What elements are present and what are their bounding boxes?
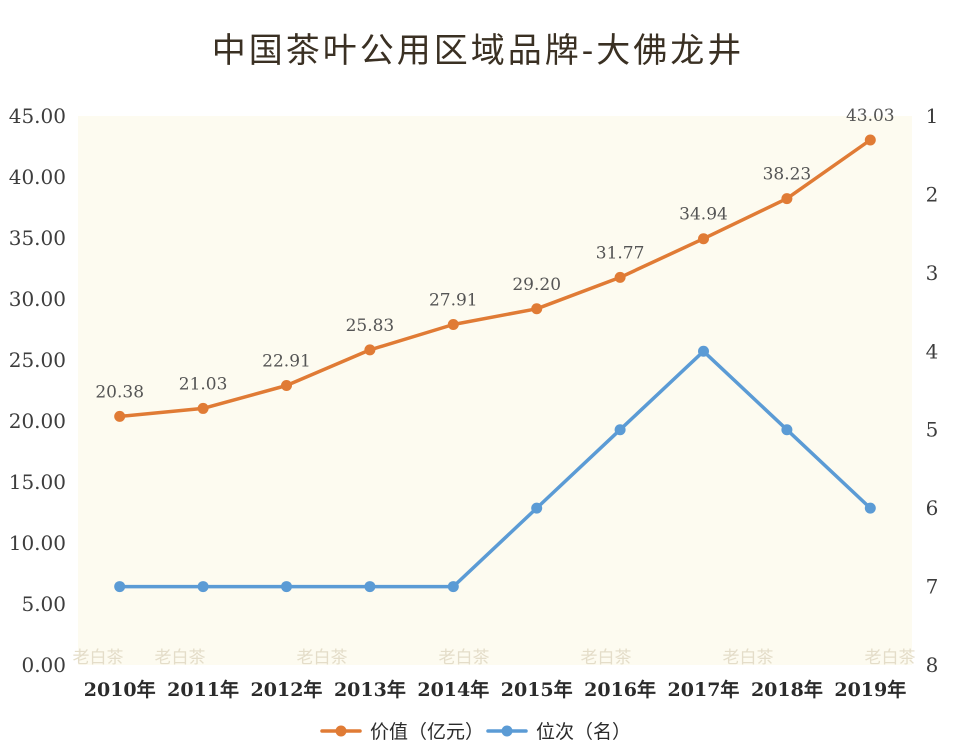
- series-point: [698, 345, 709, 357]
- legend-label: 位次（名）: [536, 721, 631, 743]
- series-point: [364, 344, 376, 356]
- y-left-tick-label: 15.00: [9, 470, 66, 494]
- series-point: [114, 410, 126, 422]
- series-point: [364, 581, 376, 593]
- y-right-tick-label: 4: [926, 339, 939, 363]
- watermark-text: 老白茶: [439, 648, 490, 668]
- y-left-tick-label: 30.00: [9, 287, 66, 311]
- legend-marker: [335, 725, 347, 737]
- y-left-tick-label: 45.00: [9, 104, 66, 128]
- series-line: [117, 138, 873, 419]
- x-tick-label: 2012年: [251, 678, 323, 701]
- series-point: [864, 502, 876, 514]
- series-point: [864, 134, 876, 146]
- series-point: [531, 303, 543, 315]
- legend-label: 价值（亿元）: [370, 721, 484, 743]
- series-point: [197, 581, 209, 593]
- watermark-text: 老白茶: [155, 648, 206, 668]
- y-left-tick-label: 35.00: [9, 226, 66, 250]
- series-point: [114, 581, 126, 593]
- y-left-tick-label: 10.00: [9, 531, 66, 555]
- series-point: [614, 271, 626, 283]
- series-point: [281, 379, 292, 391]
- y-left-tick-label: 40.00: [9, 165, 66, 189]
- x-tick-label: 2016年: [584, 678, 656, 701]
- series-point: [197, 402, 209, 414]
- data-label: 20.38: [95, 382, 144, 402]
- x-tick-label: 2010年: [84, 678, 156, 701]
- x-tick-label: 2019年: [834, 678, 906, 701]
- series-point: [447, 581, 459, 593]
- series-point: [281, 581, 292, 593]
- data-label: 34.94: [679, 205, 728, 225]
- series-point: [447, 318, 459, 330]
- data-label: 43.03: [846, 106, 895, 126]
- data-label: 31.77: [596, 243, 645, 263]
- x-tick-label: 2014年: [417, 678, 489, 701]
- data-label: 29.20: [512, 275, 561, 295]
- series-point: [781, 193, 793, 205]
- watermark-text: 老白茶: [73, 648, 124, 668]
- watermark-text: 老白茶: [723, 648, 774, 668]
- y-left-tick-label: 0.00: [21, 653, 66, 677]
- x-tick-label: 2013年: [334, 678, 406, 701]
- y-left-tick-label: 25.00: [9, 348, 66, 372]
- series-point: [781, 424, 793, 436]
- chart-title: 中国茶叶公用区域品牌-大佛龙井: [212, 31, 745, 71]
- y-right-tick-label: 1: [926, 104, 939, 128]
- plot-area: 老白茶 老白茶 老白茶 老白茶 老白茶 老白茶 老白茶 0.00 5.00 10.00 15.00 2…: [9, 104, 939, 743]
- legend-marker: [501, 725, 513, 737]
- watermark-text: 老白茶: [297, 648, 348, 668]
- y-right-tick-label: 3: [926, 261, 939, 285]
- data-label: 22.91: [262, 351, 311, 371]
- y-right-tick-label: 6: [926, 496, 939, 520]
- y-right-tick-label: 5: [926, 418, 939, 442]
- y-left-tick-label: 5.00: [21, 592, 66, 616]
- data-label: 21.03: [179, 374, 228, 394]
- y-right-tick-label: 7: [926, 575, 939, 599]
- watermark-text: 老白茶: [581, 648, 632, 668]
- series-point: [614, 424, 626, 436]
- x-tick-label: 2017年: [668, 678, 740, 701]
- data-label: 25.83: [346, 316, 395, 336]
- series-point: [698, 233, 709, 245]
- y-right-tick-label: 2: [926, 182, 939, 206]
- series-point: [531, 502, 543, 514]
- data-label: 38.23: [763, 165, 812, 185]
- data-label: 27.91: [429, 290, 478, 310]
- watermark-text: 老白茶: [865, 648, 916, 668]
- y-right-tick-label: 8: [926, 653, 939, 677]
- x-tick-label: 2018年: [751, 678, 823, 701]
- y-left-tick-label: 20.00: [9, 409, 66, 433]
- plot-background: [78, 116, 912, 665]
- x-tick-label: 2015年: [501, 678, 573, 701]
- x-tick-label: 2011年: [167, 678, 239, 701]
- series-line: [117, 349, 873, 589]
